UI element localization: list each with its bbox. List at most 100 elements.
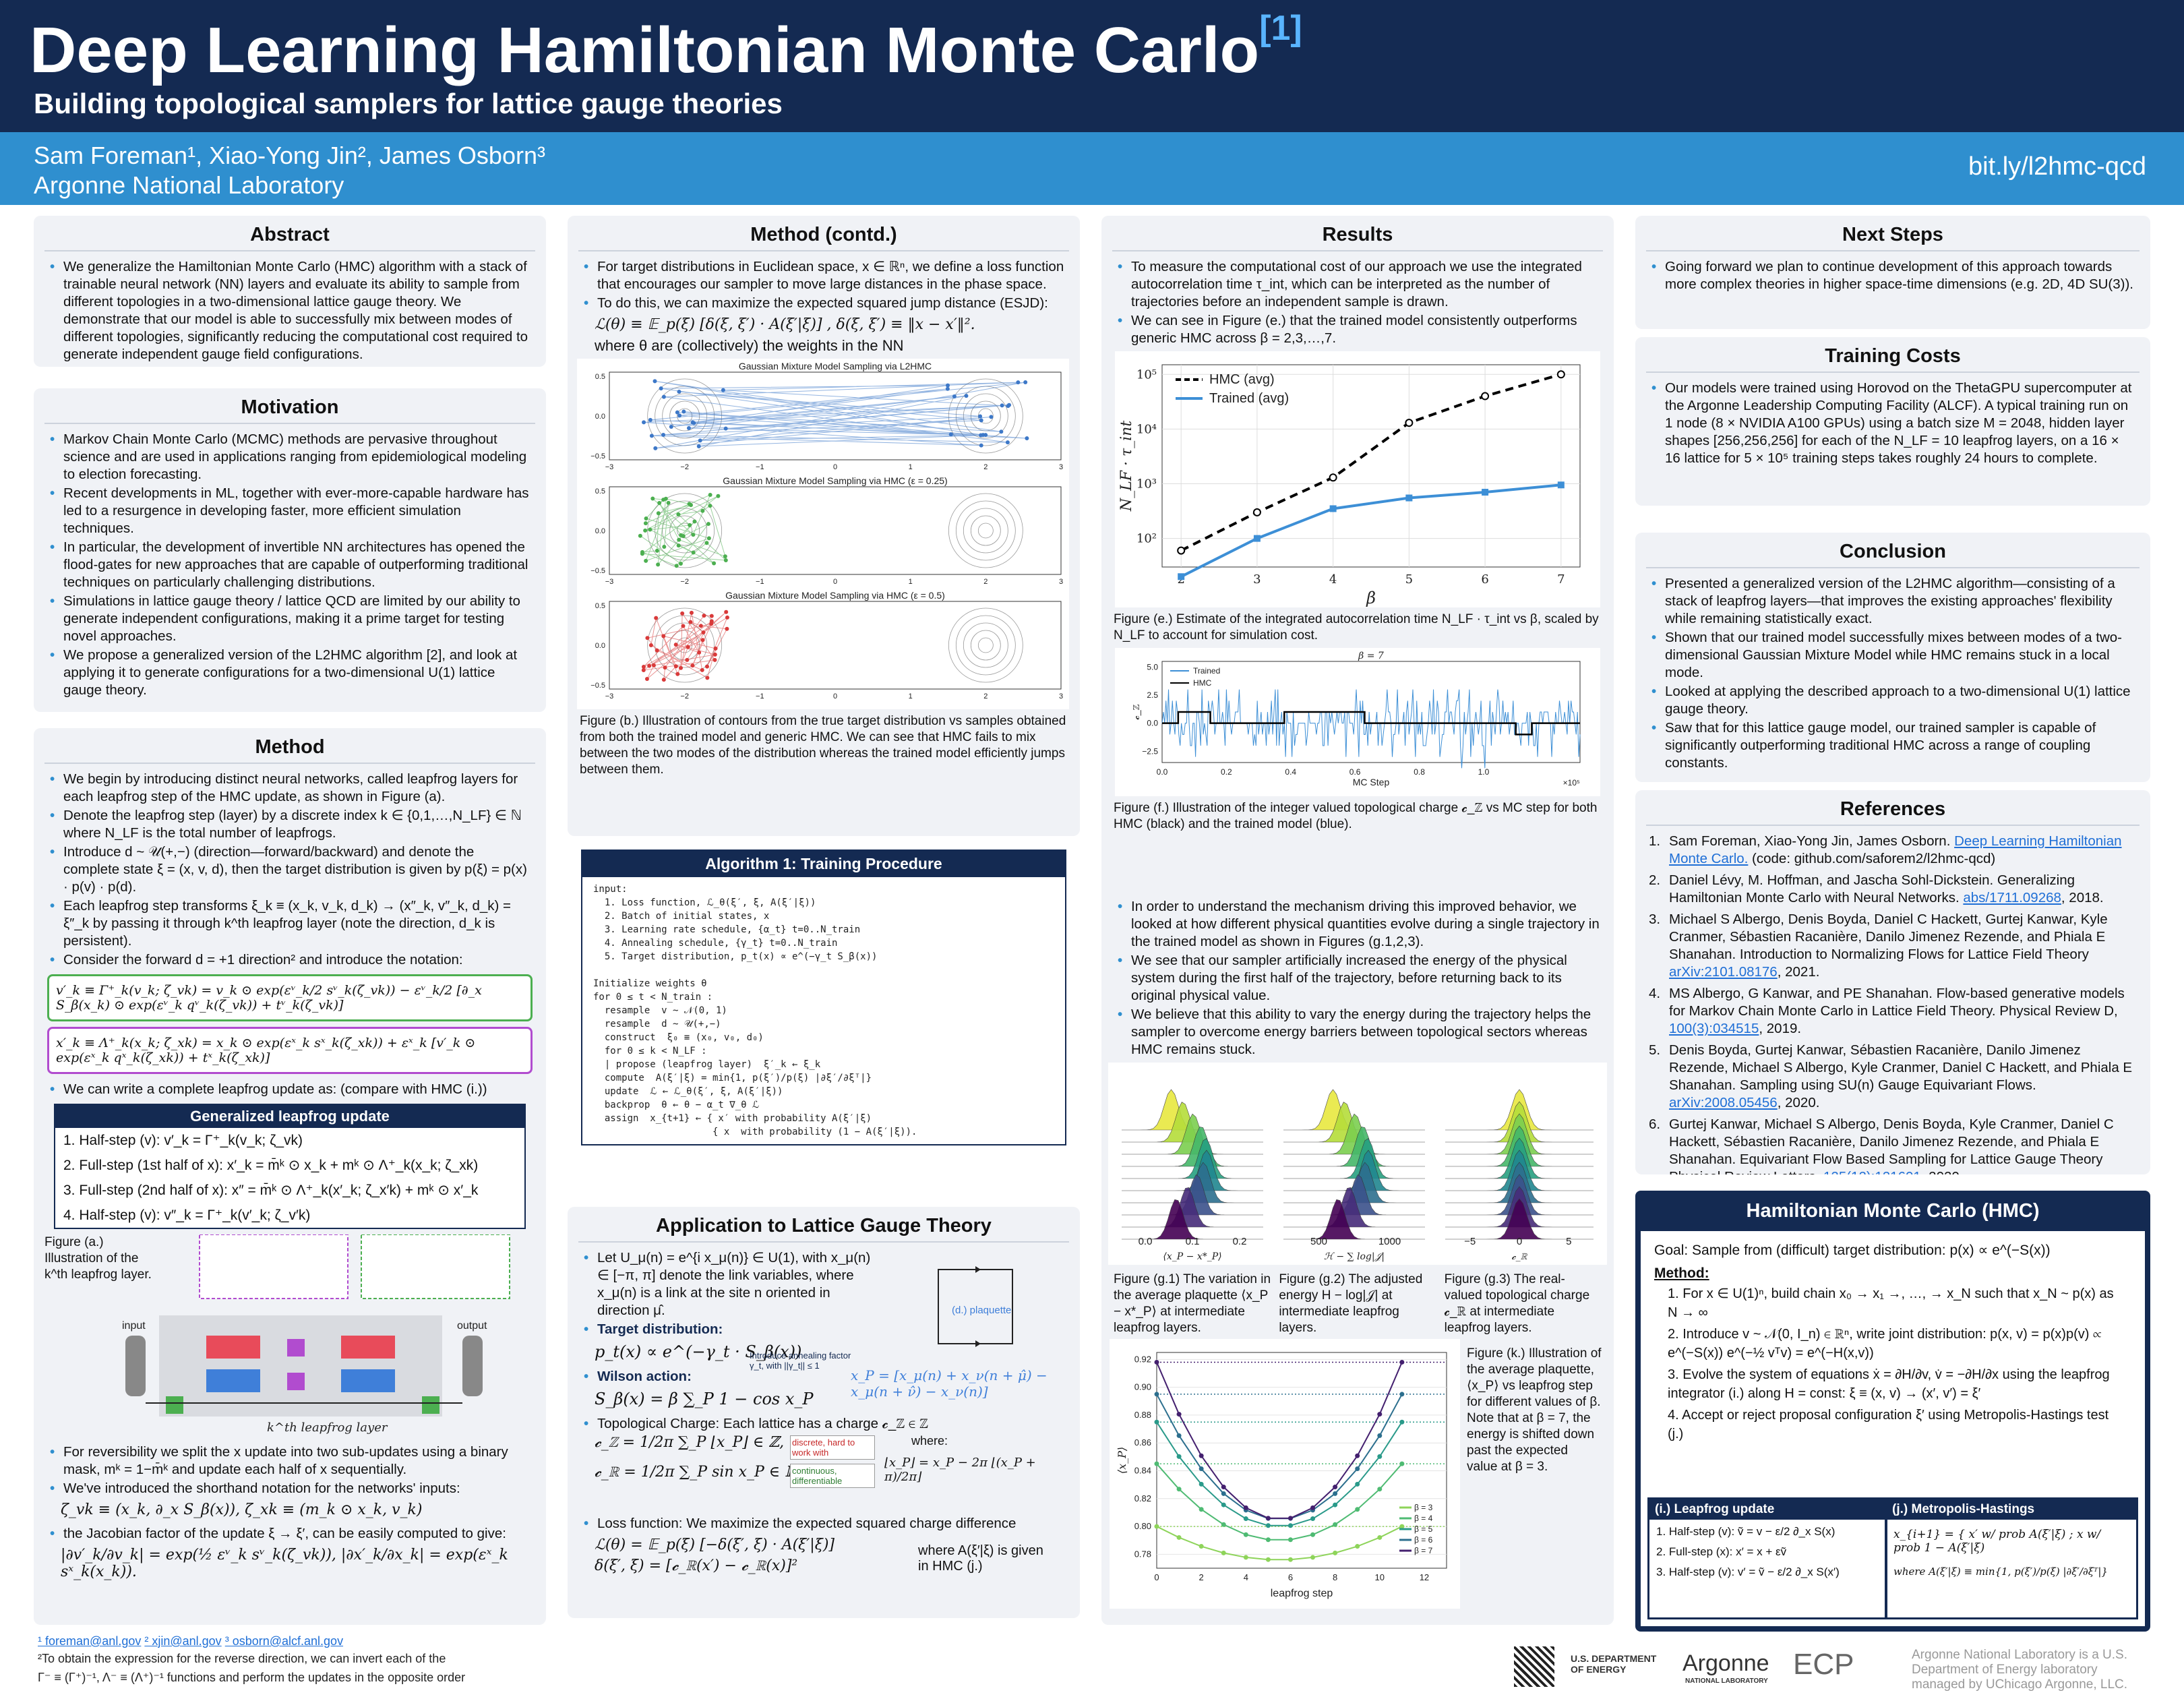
y-tick-label: 10⁵ — [1136, 367, 1157, 382]
sample-point — [661, 634, 666, 638]
sample-point — [687, 502, 692, 506]
y-tick-label: 0.82 — [1134, 1493, 1151, 1503]
y-tick-label: 0.5 — [595, 373, 605, 381]
x-tick-label: 5 — [1405, 572, 1413, 587]
sample-point — [701, 630, 706, 635]
x-tick-label: 0 — [833, 463, 837, 471]
list-item: Loss function: We maximize the expected … — [581, 1515, 1066, 1532]
sample-point — [1016, 380, 1021, 385]
sample-point — [708, 504, 712, 508]
legend-label: β = 6 — [1414, 1535, 1433, 1545]
reference-number: 1. — [1649, 833, 1661, 849]
sample-point — [700, 638, 705, 643]
series-line — [1180, 373, 1562, 552]
figure-a: Figure (a.) Illustration of the k^th lea… — [44, 1234, 535, 1437]
density-ridge — [1122, 1174, 1263, 1216]
abstract-panel: Abstract We generalize the Hamiltonian M… — [34, 216, 546, 367]
reference-link[interactable]: 100(3):034515 — [1669, 1021, 1759, 1036]
contour — [970, 515, 1001, 546]
application-panel: Application to Lattice Gauge Theory Let … — [568, 1207, 1080, 1618]
data-point — [1405, 494, 1413, 502]
sample-point — [700, 508, 705, 513]
y-tick-label: 0.5 — [595, 487, 605, 496]
legend-label: β = 4 — [1414, 1514, 1433, 1523]
chart-title: β = 7 — [1358, 651, 1384, 661]
method-title: Method — [44, 728, 535, 764]
sample-point — [691, 533, 696, 537]
contour — [662, 393, 708, 439]
sample-point — [655, 548, 659, 553]
sample-point — [676, 543, 681, 548]
email-link[interactable]: ¹ foreman@anl.gov — [38, 1634, 142, 1648]
sample-point — [673, 643, 678, 647]
sample-point — [698, 438, 702, 443]
email-link[interactable]: ³ osborn@alcf.anl.gov — [224, 1634, 344, 1648]
sample-point — [645, 636, 650, 640]
list-item: Saw that for this lattice gauge model, o… — [1649, 719, 2137, 772]
sample-point — [681, 624, 686, 628]
leapfrog-row: 2. Full-step (x): x′ = x + εṽ — [1656, 1545, 1787, 1558]
qr-code[interactable] — [1514, 1646, 1554, 1687]
data-point — [1178, 573, 1185, 580]
density-ridge — [1122, 1187, 1263, 1228]
y-tick-label: 0.5 — [595, 602, 605, 610]
charge-int-equation: 𝓬_ℤ = 1/2π ∑_P ⌊x_P⌋ ∈ ℤ, — [595, 1434, 785, 1451]
x-tick-label: 0.6 — [1349, 767, 1361, 777]
email-link[interactable]: ² xjin@anl.gov — [144, 1634, 222, 1648]
x-tick-label: 0.2 — [1221, 767, 1232, 777]
reference-tail: , 2020. — [1777, 1095, 1820, 1110]
sample-point — [724, 609, 729, 614]
reference-number: 4. — [1649, 986, 1661, 1001]
sample-point — [648, 527, 653, 532]
x-axis-label: 𝓬_ℝ — [1511, 1251, 1527, 1262]
title-reference[interactable]: [1] — [1259, 9, 1302, 48]
contour — [977, 523, 994, 539]
contour — [677, 523, 693, 539]
y-tick-label: 0.78 — [1134, 1549, 1151, 1559]
reference-link[interactable]: arXiv:2008.05456 — [1669, 1095, 1778, 1110]
target-equation: p_t(x) ∝ e^(−γ_t · S_β(x)) — [595, 1342, 802, 1361]
list-item: Topological Charge: Each lattice has a c… — [581, 1415, 1066, 1433]
continuous-tag: continuous, differentiable — [790, 1464, 875, 1488]
sample-point — [680, 611, 685, 616]
density-ridge — [1122, 1113, 1263, 1155]
hmc-goal: Goal: Sample from (difficult) target dis… — [1654, 1243, 2051, 1258]
y-tick-label: 0.86 — [1134, 1437, 1151, 1448]
footnote-emails: ¹ foreman@anl.gov ² xjin@anl.gov ³ osbor… — [38, 1634, 343, 1648]
list-item: Target distribution: — [581, 1321, 871, 1338]
reference-item: 5. Denis Boyda, Gurtej Kanwar, Sébastien … — [1649, 1042, 2137, 1112]
x-tick-label: −2 — [680, 463, 689, 471]
sample-point — [640, 549, 644, 554]
reference-link[interactable]: abs/1711.09268 — [1963, 890, 2061, 905]
reference-link[interactable]: arXiv:2101.08176 — [1669, 964, 1778, 980]
x-tick-label: 5 — [1566, 1236, 1571, 1247]
sample-point — [656, 511, 661, 516]
sample-point — [656, 562, 661, 567]
conclusion-title: Conclusion — [1646, 533, 2140, 568]
results-title: Results — [1112, 216, 1603, 251]
hmc-panel: Hamiltonian Monte Carlo (HMC) Goal: Samp… — [1635, 1191, 2150, 1632]
x-tick-label: 0.0 — [1139, 1236, 1153, 1247]
sample-point — [721, 388, 725, 392]
reference-tail: , 2018. — [2061, 890, 2104, 905]
contour — [948, 378, 1023, 454]
trained-charge-trace — [1161, 689, 1581, 769]
reference-link[interactable]: Deep Learning Hamiltonian Monte Carlo. — [1669, 833, 2122, 866]
contour — [647, 607, 723, 683]
hmc-step: 3. Evolve the system of equations ẋ = ∂H… — [1668, 1367, 2110, 1401]
reference-number: 6. — [1649, 1116, 1661, 1132]
project-url[interactable]: bit.ly/l2hmc-qcd — [1968, 152, 2146, 181]
hmc-title: Hamiltonian Monte Carlo (HMC) — [1746, 1200, 2040, 1222]
reference-link[interactable]: 125(12):121601 — [1823, 1169, 1921, 1174]
references-title: References — [1646, 790, 2140, 826]
leapfrog-row: 1. Half-step (v): ṽ = v − ε/2 ∂_x S(x) — [1656, 1525, 1836, 1538]
x-axis-label: ⟨x_P − x*_P⟩ — [1163, 1251, 1221, 1262]
plot-frame — [1156, 1352, 1447, 1569]
panel-title: Gaussian Mixture Model Sampling via HMC … — [723, 475, 947, 486]
x-tick-label: −1 — [756, 692, 764, 701]
delta-equation: δ(ξ′, ξ) = [𝓬_ℝ(x′) − 𝓬_ℝ(x)]² — [595, 1557, 798, 1574]
sample-point — [644, 558, 648, 563]
x-tick-label: 1 — [909, 578, 913, 586]
y-tick-label: 0.0 — [595, 642, 605, 650]
contour — [955, 615, 1016, 676]
